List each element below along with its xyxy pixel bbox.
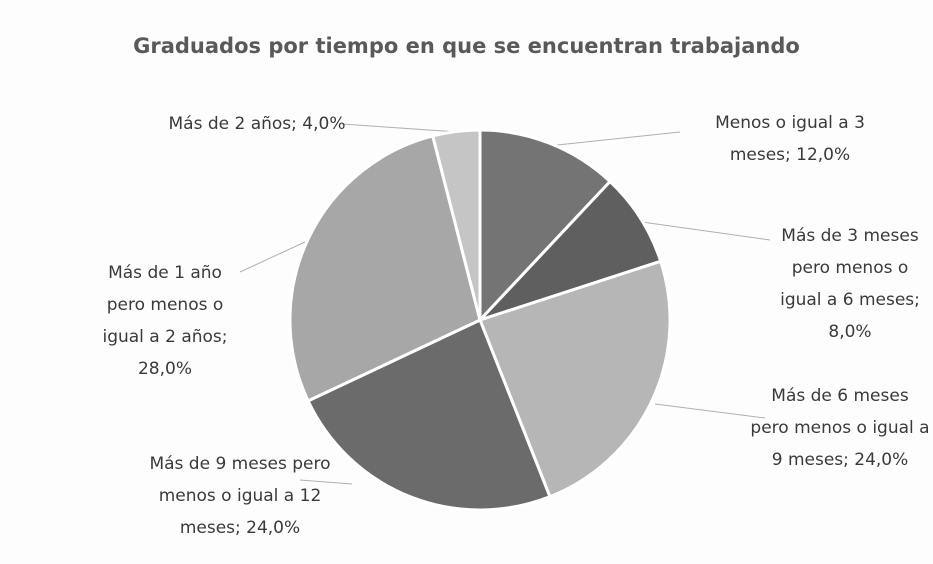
leader-lines [239, 123, 771, 485]
data-label: Más de 2 años; 4,0% [168, 114, 346, 134]
leader-line [641, 221, 771, 241]
pie-slice [478, 179, 663, 322]
pie-slice [306, 317, 552, 512]
leader-line [654, 403, 766, 419]
data-label: Más de 9 meses pero menos o igual a 12 m… [149, 454, 331, 538]
pie-slice [478, 128, 613, 324]
leader-line [299, 479, 353, 485]
pie-slice [288, 134, 482, 403]
leader-line [547, 131, 681, 147]
data-label: Más de 1 año pero menos o igual a 2 años… [102, 263, 228, 379]
data-label: Menos o igual a 3 meses; 12,0% [715, 113, 865, 165]
data-label: Más de 6 meses pero menos o igual a 9 me… [750, 386, 930, 470]
chart-title: Graduados por tiempo en que se encuentra… [133, 34, 800, 58]
data-label: Más de 3 meses pero menos o igual a 6 me… [780, 226, 920, 342]
leader-line [341, 123, 459, 133]
pie-slice [430, 128, 482, 321]
leader-line [239, 241, 306, 273]
